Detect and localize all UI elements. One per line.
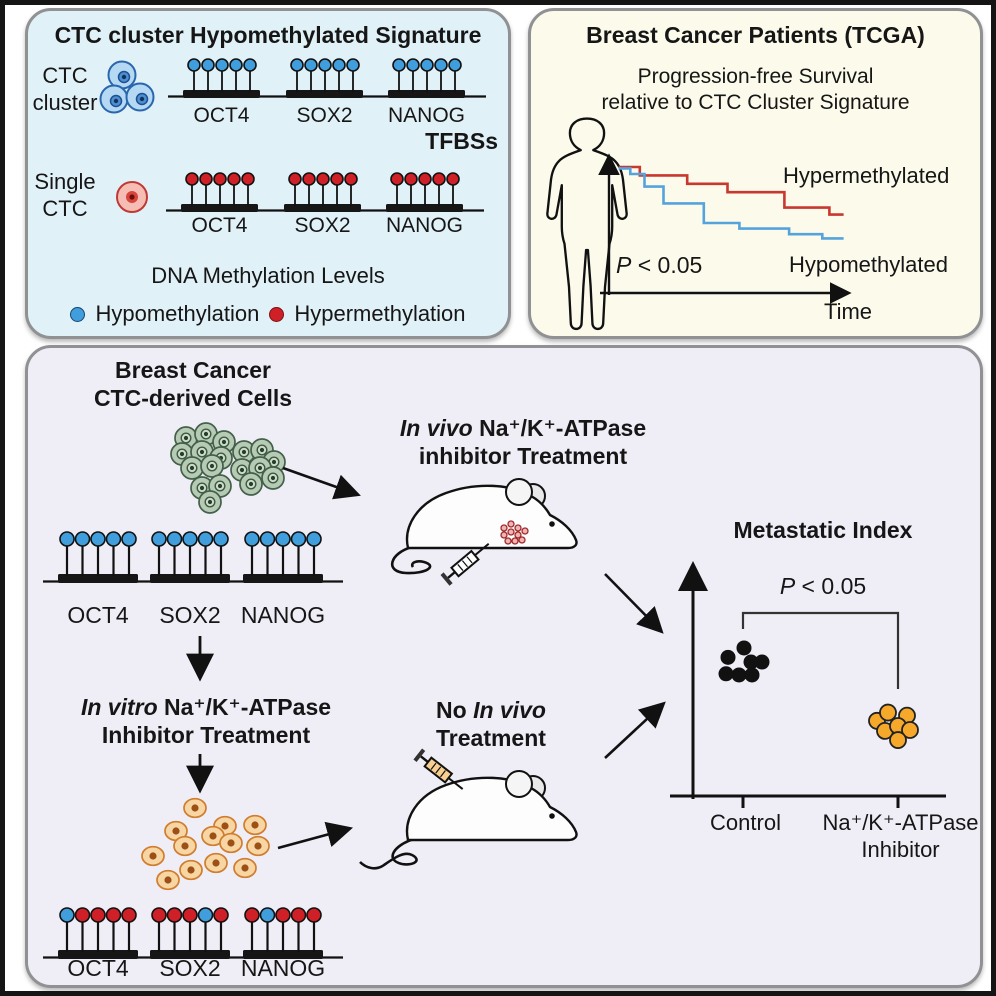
hypomethylated-curve-label: Hypomethylated: [789, 252, 948, 277]
single-ctc-label: Single CTC: [34, 169, 96, 221]
methylation-legend: Hypomethylation Hypermethylation: [28, 301, 508, 328]
mouse-ear-front: [505, 770, 533, 798]
svg-text:SOX2: SOX2: [159, 602, 220, 628]
metastatic-index-title: Metastatic Index: [733, 517, 913, 543]
invitro-treatment-label: In vitro Na⁺/K⁺-ATPase Inhibitor Treatme…: [80, 694, 332, 749]
survival-graphics: [546, 117, 852, 331]
legend-hypo-label: Hypomethylation: [95, 301, 260, 326]
panel-ctc-signature: OCT4 SOX2 NANOG OCT4 SOX2 NANOG CTC cluster …: [25, 8, 511, 339]
single-ctc-cell: [116, 181, 148, 213]
experiment-graphics: OCT4 SOX2 NANOG: [43, 422, 946, 981]
treated-single-cells: [141, 797, 270, 891]
mouse-body: [405, 484, 578, 550]
scatter-dots: [718, 640, 919, 749]
svg-text:NANOG: NANOG: [386, 214, 463, 237]
survival-curves: [618, 165, 844, 240]
svg-text:OCT4: OCT4: [193, 104, 249, 127]
arrow-cells-to-mouse1: [282, 466, 361, 500]
mouse-eye: [549, 521, 555, 527]
ctc-derived-cell-clusters: [170, 422, 286, 514]
arrow-cells-to-mouse2: [277, 821, 354, 850]
metastatic-pvalue: P < 0.05: [779, 573, 867, 599]
hypomethylation-dot-icon: [70, 306, 86, 322]
control-axis-label: Control: [710, 810, 781, 835]
ctc-cluster-label: CTC cluster: [32, 63, 98, 115]
survival-plot: [598, 153, 852, 304]
dna-methylation-caption: DNA Methylation Levels: [151, 263, 385, 288]
svg-text:OCT4: OCT4: [191, 214, 247, 237]
mouse-ear-front: [505, 478, 533, 506]
syringe-icon: [413, 748, 464, 790]
panel-tl-title: CTC cluster Hypomethylated Signature: [54, 22, 482, 48]
mouse-untreated: [359, 748, 578, 870]
tumor-dots: [500, 520, 529, 545]
mouse-tail: [390, 545, 432, 575]
lollipop-row-ctc-cluster: OCT4 SOX2 NANOG: [168, 58, 486, 127]
lollipop-row-treated-cells: OCT4 SOX2 NANOG: [43, 907, 343, 981]
tfbss-label: TFBSs: [425, 128, 498, 154]
svg-text:NANOG: NANOG: [241, 602, 325, 628]
lollipop-row-single-ctc: OCT4 SOX2 NANOG: [166, 172, 484, 237]
time-axis-label: Time: [823, 299, 873, 324]
panel-experiment: OCT4 SOX2 NANOG: [25, 345, 983, 988]
arrow-mouse2-to-plot: [604, 701, 666, 759]
arrow-mouse1-to-plot: [604, 573, 664, 634]
mouse-treated: [390, 478, 578, 586]
svg-text:SOX2: SOX2: [159, 955, 220, 981]
inhibitor-axis-label: Na⁺/K⁺-ATPase Inhibitor: [822, 810, 979, 862]
svg-text:OCT4: OCT4: [67, 955, 129, 981]
legend-hyper-label: Hypermethylation: [294, 301, 466, 326]
panel-tcga-survival: Breast Cancer Patients (TCGA) Progressio…: [528, 8, 983, 339]
svg-text:SOX2: SOX2: [296, 104, 352, 127]
survival-pvalue: P < 0.05: [616, 252, 703, 278]
invivo-treatment-label: In vivo Na⁺/K⁺-ATPase inhibitor Treatmen…: [399, 415, 647, 470]
no-treatment-label: No In vivo Treatment: [436, 697, 546, 752]
ctc-signature-graphics: OCT4 SOX2 NANOG OCT4 SOX2 NANOG: [99, 58, 486, 237]
syringe-icon: [440, 542, 490, 586]
survival-subtitle: Progression-free Survival relative to CTC…: [601, 65, 910, 114]
hypermethylated-curve-label: Hypermethylated: [783, 163, 950, 188]
mouse-body: [405, 776, 578, 842]
mouse-tail: [359, 837, 418, 870]
human-silhouette: [546, 117, 628, 331]
svg-text:NANOG: NANOG: [388, 104, 465, 127]
svg-text:SOX2: SOX2: [294, 214, 350, 237]
panel-tr-title: Breast Cancer Patients (TCGA): [586, 22, 925, 48]
svg-text:NANOG: NANOG: [241, 955, 325, 981]
significance-bracket: [741, 611, 900, 689]
breast-cancer-cells-title: Breast Cancer CTC-derived Cells: [93, 357, 293, 412]
lollipop-row-derived-cells: OCT4 SOX2 NANOG: [43, 531, 343, 628]
svg-text:OCT4: OCT4: [67, 602, 129, 628]
mouse-eye: [549, 813, 555, 819]
hypermethylation-dot-icon: [269, 306, 285, 322]
metastatic-plot: [670, 561, 946, 808]
ctc-cluster-cells: [99, 60, 155, 114]
